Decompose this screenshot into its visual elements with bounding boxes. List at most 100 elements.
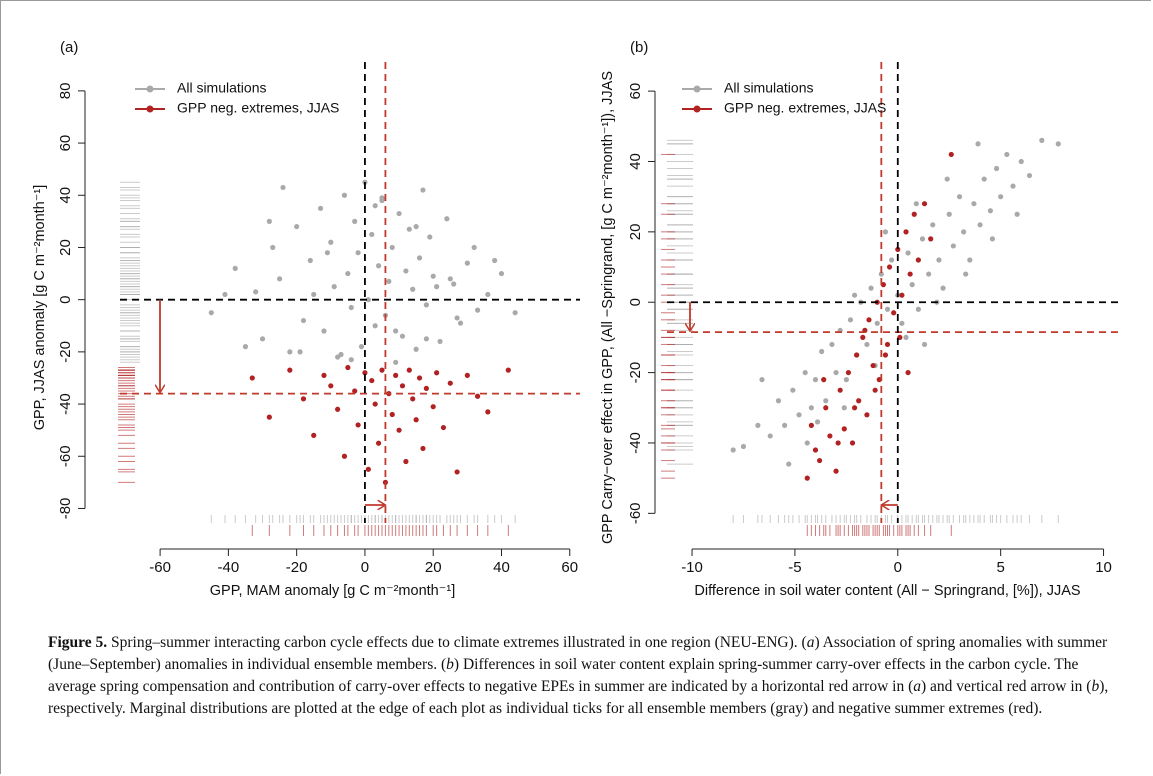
point [987, 208, 993, 214]
caption-text: b [1091, 678, 1100, 695]
x-tick-label: 40 [493, 559, 510, 576]
point [410, 286, 416, 292]
point [396, 427, 402, 433]
point [287, 367, 293, 373]
legend-label: GPP neg. extremes, JJAS [177, 100, 339, 116]
y-tick-label: 80 [57, 83, 74, 100]
point [389, 244, 395, 251]
point [451, 281, 457, 287]
legend-label: All simulations [724, 80, 813, 96]
point [454, 315, 460, 321]
point [474, 307, 481, 313]
point [993, 165, 1000, 172]
point [474, 393, 481, 399]
point [420, 187, 426, 193]
point [817, 457, 823, 464]
point [375, 440, 382, 446]
point [946, 211, 952, 217]
panel-label: (a) [60, 39, 78, 56]
x-tick-label: 5 [996, 559, 1004, 576]
point [849, 440, 856, 446]
y-tick-label: -40 [627, 432, 644, 454]
x-tick-label: 60 [561, 559, 578, 576]
point [355, 250, 361, 256]
y-axis-label: GPP Carry−over effect in GPP, (All −Spri… [600, 71, 616, 544]
point [307, 257, 313, 264]
y-tick-label: 40 [57, 187, 74, 204]
point [891, 310, 897, 316]
point [413, 223, 419, 230]
point [328, 383, 334, 389]
caption-text: a [913, 678, 922, 695]
point [915, 306, 921, 312]
point [870, 362, 876, 369]
y-tick-label: 0 [627, 298, 644, 306]
point [911, 211, 917, 217]
point [782, 422, 788, 428]
point [821, 377, 827, 383]
y-tick-label: 40 [627, 153, 644, 170]
point [434, 370, 440, 376]
point [841, 405, 847, 411]
point [767, 433, 773, 439]
point [276, 276, 283, 282]
point [485, 291, 491, 298]
point [270, 244, 276, 251]
point [882, 229, 889, 235]
point [899, 320, 905, 326]
point [851, 292, 858, 298]
point [948, 151, 954, 158]
point [416, 255, 423, 261]
point [851, 405, 858, 411]
legend-label: All simulations [177, 80, 266, 96]
point [492, 257, 498, 264]
point [430, 404, 436, 410]
point [1004, 151, 1010, 158]
point [372, 323, 378, 329]
x-axis-label: GPP, MAM anomaly [g C m⁻²month⁻¹] [210, 583, 456, 599]
point [242, 344, 249, 350]
y-tick-label: 20 [627, 224, 644, 241]
point [998, 194, 1004, 200]
point [804, 475, 810, 481]
caption-label: Figure 5. [48, 634, 108, 651]
point [913, 201, 919, 207]
point [423, 302, 429, 308]
point [396, 210, 402, 217]
point [860, 334, 866, 341]
point [389, 411, 395, 418]
x-axis-label: Difference in soil water content (All − … [694, 583, 1080, 599]
point [1039, 137, 1045, 143]
y-axis-label: GPP, JJAS anomaly [g C m⁻²month⁻¹] [32, 185, 48, 431]
point [423, 336, 429, 342]
point [416, 375, 423, 381]
caption-text: ) Association of spring anomalies with s… [48, 634, 1108, 673]
point [372, 203, 378, 209]
point [886, 264, 893, 270]
point [847, 317, 854, 323]
point [804, 440, 810, 446]
point [365, 297, 371, 303]
point [399, 333, 406, 339]
caption-text: ) Differences in soil water content expl… [48, 656, 1079, 695]
y-tick-label: 60 [627, 83, 644, 100]
point [833, 369, 839, 376]
point [921, 341, 928, 348]
y-tick-label: -20 [57, 341, 74, 363]
caption-text: ) and vertical red arrow in ( [921, 678, 1092, 695]
point [369, 377, 375, 384]
x-tick-label: -5 [788, 559, 801, 576]
point [249, 375, 255, 381]
point [444, 216, 450, 222]
y-tick-label: -80 [57, 498, 74, 520]
legend-marker [693, 105, 701, 113]
point [790, 387, 796, 393]
point [403, 268, 409, 274]
point [759, 377, 765, 383]
caption-text: a [806, 634, 815, 651]
point [808, 422, 814, 428]
point [845, 369, 852, 376]
point [775, 398, 782, 404]
y-tick-label: 20 [57, 239, 74, 256]
point [352, 218, 358, 224]
